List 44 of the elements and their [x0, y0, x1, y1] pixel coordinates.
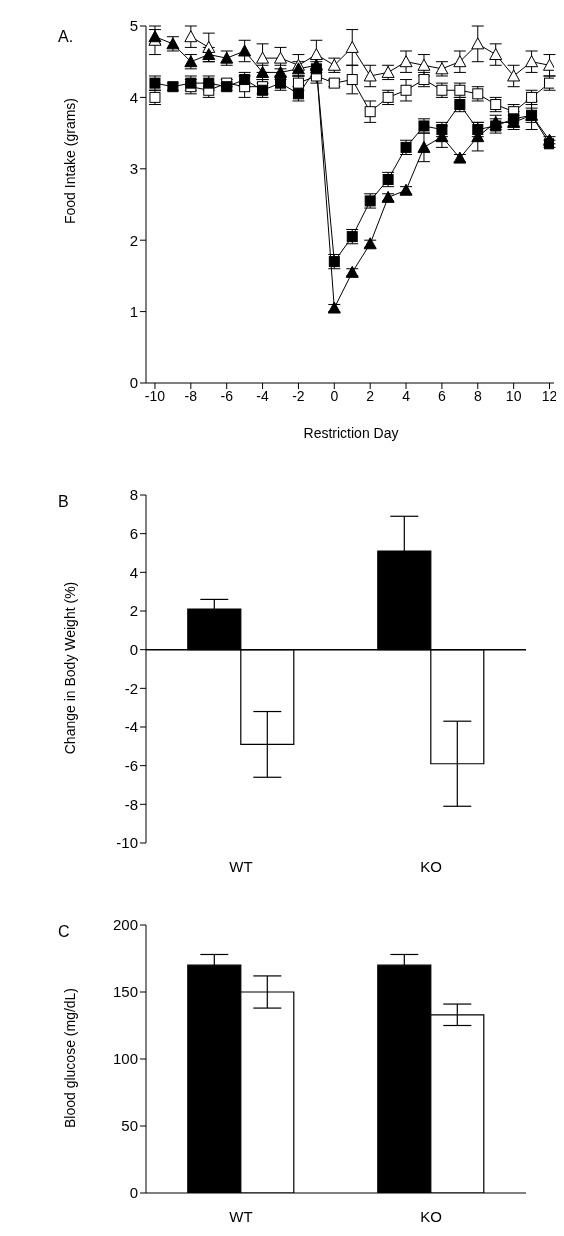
- x-tick-label: -8: [184, 387, 198, 404]
- x-tick-label: 4: [402, 387, 411, 404]
- y-tick-label: 5: [129, 17, 138, 35]
- x-tick-label: 10: [505, 387, 522, 404]
- x-tick-label: -6: [220, 387, 234, 404]
- y-tick-label: -6: [124, 756, 138, 774]
- y-tick-label: 3: [129, 160, 138, 178]
- x-tick-label: 2: [366, 387, 375, 404]
- chart-title: C: [58, 923, 70, 941]
- y-tick-label: 4: [129, 563, 138, 581]
- x-tick-label: 8: [473, 387, 482, 404]
- x-tick-label: KO: [420, 857, 442, 875]
- y-tick-label: -4: [124, 718, 138, 736]
- y-tick-label: 0: [129, 374, 138, 392]
- chart-title: B: [58, 493, 69, 511]
- y-axis-title: Food Intake (grams): [62, 97, 78, 225]
- y-tick-label: 2: [129, 231, 138, 249]
- x-tick-label: -10: [144, 387, 166, 404]
- x-tick-label: WT: [229, 857, 253, 875]
- x-tick-label: WT: [229, 1207, 253, 1225]
- y-tick-label: 1: [129, 302, 138, 320]
- y-tick-label: 50: [121, 1117, 138, 1135]
- y-tick-label: -10: [116, 834, 138, 852]
- x-tick-label: 0: [330, 387, 339, 404]
- x-axis-title: Restriction Day: [302, 425, 400, 441]
- y-tick-label: 0: [129, 640, 138, 658]
- x-tick-label: -4: [256, 387, 270, 404]
- x-tick-label: -2: [292, 387, 305, 404]
- y-axis-title: Blood glucose (mg/dL): [62, 987, 78, 1129]
- y-tick-label: 0: [129, 1184, 138, 1202]
- y-tick-label: 6: [129, 524, 138, 542]
- y-tick-label: 150: [112, 983, 138, 1001]
- y-axis-title: Change in Body Weight (%): [62, 581, 78, 755]
- y-tick-label: 200: [112, 916, 138, 934]
- y-tick-label: 2: [129, 602, 138, 620]
- x-tick-label: KO: [420, 1207, 442, 1225]
- y-tick-label: -2: [124, 679, 138, 697]
- y-tick-label: 100: [112, 1050, 138, 1068]
- chart-title: A.: [58, 28, 74, 46]
- x-tick-label: 12: [541, 387, 558, 404]
- y-tick-label: 4: [129, 88, 138, 106]
- y-tick-label: -8: [124, 795, 138, 813]
- y-tick-label: 8: [129, 486, 138, 504]
- x-tick-label: 6: [438, 387, 447, 404]
